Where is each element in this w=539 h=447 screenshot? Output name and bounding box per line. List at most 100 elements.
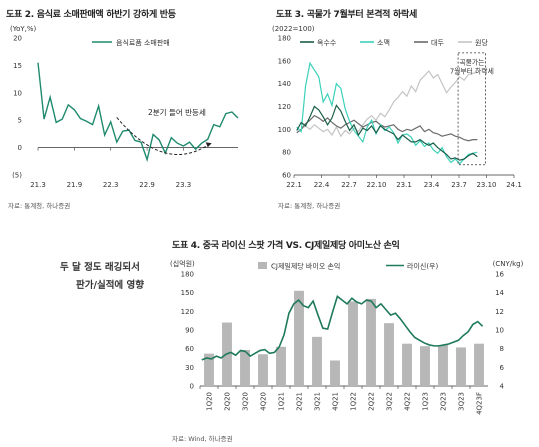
legend-label: 음식료품 소매판매 — [116, 38, 170, 47]
y-tick-label: (5) — [12, 172, 22, 180]
chart-title: 도표 4. 중국 라이신 스팟 가격 VS. CJ제일제당 아미노산 손익 — [172, 241, 400, 251]
x-tick-label: 2Q22 — [368, 392, 376, 411]
bar-2Q22 — [366, 298, 376, 386]
y-tick-label: 15 — [13, 62, 22, 70]
y-tick-label: 0 — [18, 144, 22, 152]
x-tick-label: 24.1 — [506, 181, 522, 189]
annotation-text: 2분기 들어 반등세 — [148, 107, 206, 117]
series-line-1 — [296, 104, 478, 161]
x-tick-label: 23.7 — [451, 181, 467, 189]
y-axis-unit: (YoY,%) — [10, 25, 37, 33]
series-line-lysine — [201, 295, 484, 361]
bar-3Q21 — [312, 336, 322, 386]
legend-swatch — [258, 262, 267, 269]
x-tick-label: 22.3 — [103, 181, 119, 189]
y-tick-label: 160 — [278, 57, 291, 65]
x-tick-label: 22.7 — [341, 181, 357, 189]
y-tick-label: 10 — [13, 89, 22, 97]
y-left-tick-label: 0 — [190, 383, 194, 391]
source-note: 자료: 통계청, 하나증권 — [278, 202, 341, 210]
highlight-box — [457, 52, 486, 166]
bar-line-chart: (십억원) (CNY/kg) 0 30 60 90 120 150 180 4 6 8 10 12 14 16… — [170, 259, 524, 415]
bar-1Q23 — [420, 346, 430, 386]
right-axis-unit: (CNY/kg) — [493, 260, 524, 268]
x-tick-label: 4Q20 — [260, 392, 268, 411]
y-right-tick-label: 8 — [500, 345, 504, 353]
bar-1Q21 — [276, 346, 286, 386]
y-tick-label: 5 — [18, 117, 22, 125]
x-tick-label: 22.1 — [286, 181, 302, 189]
x-tick-label: 1Q20 — [206, 392, 214, 411]
x-tick-label: 3Q21 — [314, 392, 322, 411]
bar-4Q23F — [474, 343, 484, 386]
x-tick-label: 4Q22 — [404, 392, 412, 411]
bar-1Q20 — [204, 353, 214, 386]
x-tick-label: 3Q20 — [242, 392, 250, 411]
y-axis-unit: (2022=100) — [272, 25, 315, 33]
y-right-tick-label: 6 — [500, 364, 505, 372]
x-tick-label: 21.3 — [30, 181, 46, 189]
y-right-tick-label: 12 — [495, 308, 504, 316]
y-right-tick-label: 4 — [500, 383, 505, 391]
y-left-tick-label: 30 — [185, 364, 194, 372]
x-tick-label: 23.4 — [424, 181, 440, 189]
y-tick-label: 80 — [282, 149, 291, 157]
bar-4Q20 — [258, 354, 268, 386]
x-tick-label: 1Q23 — [422, 392, 430, 411]
bar-4Q21 — [330, 360, 340, 386]
y-right-tick-label: 16 — [495, 271, 504, 279]
x-tick-label: 23.3 — [176, 181, 192, 189]
bar-3Q20 — [240, 349, 250, 386]
y-tick-label: 60 — [282, 172, 291, 180]
trend-arrow — [116, 117, 212, 156]
y-left-tick-label: 90 — [185, 327, 194, 335]
x-tick-label: 22.4 — [314, 181, 330, 189]
y-right-tick-label: 10 — [495, 327, 504, 335]
series-line-4 — [296, 70, 478, 138]
bar-3Q23 — [456, 347, 466, 386]
y-tick-label: 100 — [278, 126, 291, 134]
chart-title: 도표 3. 곡물가 7월부터 본격적 하락세 — [276, 10, 417, 20]
y-left-tick-label: 180 — [181, 271, 194, 279]
left-axis-unit: (십억원) — [170, 259, 195, 268]
bar-3Q22 — [384, 323, 394, 386]
x-tick-label: 1Q21 — [278, 392, 286, 411]
legend-label: 라이신(우) — [407, 262, 438, 271]
x-tick-label: 3Q22 — [386, 392, 394, 411]
x-tick-label: 3Q23 — [458, 392, 466, 411]
series-line-3 — [296, 114, 478, 142]
line-chart: (2022=100) 60 80 100 120 140 160 180 22.1 22.4 22.… — [272, 25, 522, 189]
legend-label: 소맥 — [377, 38, 390, 47]
annotation-text: 7월부터 하락세 — [450, 66, 494, 75]
legend-label: 옥수수 — [317, 39, 337, 47]
y-tick-label: 180 — [278, 35, 291, 43]
bar-2Q21 — [294, 290, 304, 386]
y-left-tick-label: 150 — [181, 289, 194, 297]
x-tick-label: 1Q22 — [350, 392, 358, 411]
y-tick-label: 20 — [13, 35, 22, 43]
x-tick-label: 2Q23 — [440, 392, 448, 411]
y-left-tick-label: 120 — [181, 308, 194, 316]
x-tick-label: 4Q21 — [332, 392, 340, 411]
x-tick-label: 21.9 — [67, 181, 83, 189]
bar-2Q23 — [438, 344, 448, 386]
chart-title: 도표 2. 음식료 소매판매액 하반기 강하게 반등 — [6, 10, 176, 20]
x-tick-label: 4Q23F — [476, 392, 484, 415]
x-tick-label: 22.9 — [139, 181, 155, 189]
y-tick-label: 140 — [278, 80, 291, 88]
y-tick-label: 120 — [278, 103, 291, 111]
y-left-tick-label: 60 — [185, 345, 194, 353]
side-note-line1: 두 달 정도 래깅되서 — [60, 262, 140, 273]
y-right-tick-label: 14 — [495, 289, 504, 297]
bar-1Q22 — [348, 301, 358, 386]
x-tick-label: 22.10 — [366, 181, 386, 189]
source-note: 자료: Wind, 하나증권 — [172, 435, 233, 443]
legend-label: 원당 — [475, 38, 488, 47]
x-tick-label: 23.1 — [396, 181, 412, 189]
x-tick-label: 2Q21 — [296, 392, 304, 411]
legend-label: 대두 — [431, 39, 444, 47]
x-tick-label: 2Q20 — [224, 392, 232, 411]
x-tick-label: 23.10 — [476, 181, 496, 189]
source-note: 자료: 통계청, 하나증권 — [8, 202, 71, 210]
legend-label: CJ제일제당 바이오 손익 — [271, 262, 340, 271]
